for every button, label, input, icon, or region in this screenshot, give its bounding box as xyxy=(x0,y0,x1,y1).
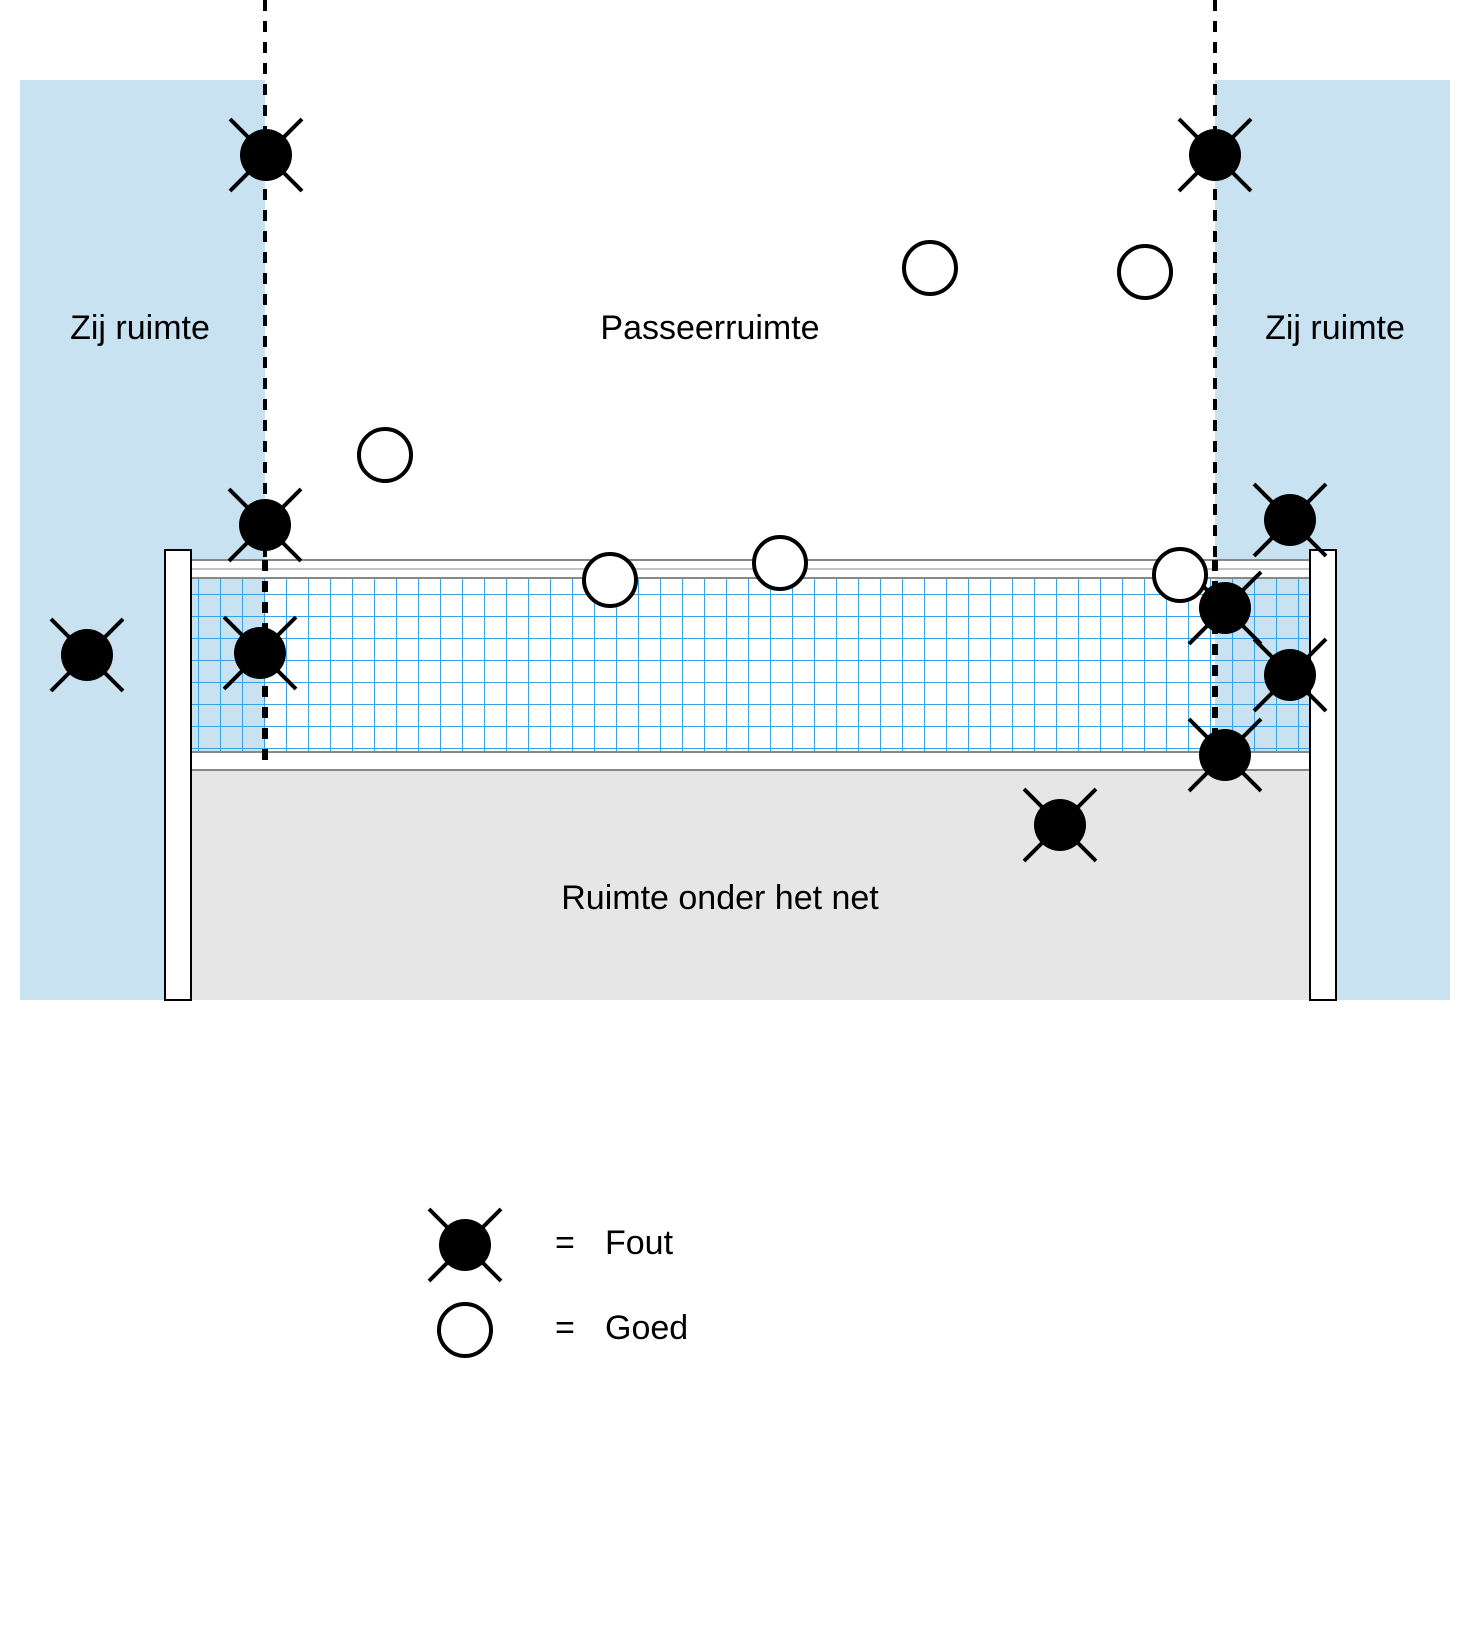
legend-good-eq: = xyxy=(555,1309,575,1347)
fault-ball-icon xyxy=(224,617,296,689)
fault-ball-icon xyxy=(1189,719,1261,791)
legend-good-icon xyxy=(439,1304,491,1356)
legend: = Fout = Goed xyxy=(429,1209,688,1356)
fault-ball-icon xyxy=(1254,484,1326,556)
good-ball-icon xyxy=(439,1304,491,1356)
good-ball-icon xyxy=(584,554,636,606)
good-ball-icon xyxy=(1154,549,1206,601)
good-ball-icon xyxy=(754,537,806,589)
fault-ball-icon xyxy=(229,489,301,561)
net-mesh xyxy=(191,578,1310,752)
label-right-zone: Zij ruimte xyxy=(1265,309,1405,347)
net-post-left xyxy=(165,550,191,1000)
fault-ball-icon xyxy=(1254,639,1326,711)
label-center-zone: Passeerruimte xyxy=(600,309,819,347)
legend-fault-label: Fout xyxy=(605,1224,674,1262)
fault-ball-icon xyxy=(230,119,302,191)
net-post-right xyxy=(1310,550,1336,1000)
legend-fault-eq: = xyxy=(555,1224,575,1262)
label-below-net: Ruimte onder het net xyxy=(561,879,879,917)
fault-ball-icon xyxy=(429,1209,501,1281)
label-left-zone: Zij ruimte xyxy=(70,309,210,347)
net-bottom-band xyxy=(191,752,1310,770)
good-ball-icon xyxy=(904,242,956,294)
legend-good-label: Goed xyxy=(605,1309,688,1347)
fault-ball-icon xyxy=(1179,119,1251,191)
fault-ball-icon xyxy=(51,619,123,691)
good-ball-icon xyxy=(1119,246,1171,298)
legend-fault-icon xyxy=(429,1209,501,1281)
fault-ball-icon xyxy=(1024,789,1096,861)
volleyball-diagram: Zij ruimte Zij ruimte Passeerruimte Ruim… xyxy=(0,0,1471,1625)
good-ball-icon xyxy=(359,429,411,481)
